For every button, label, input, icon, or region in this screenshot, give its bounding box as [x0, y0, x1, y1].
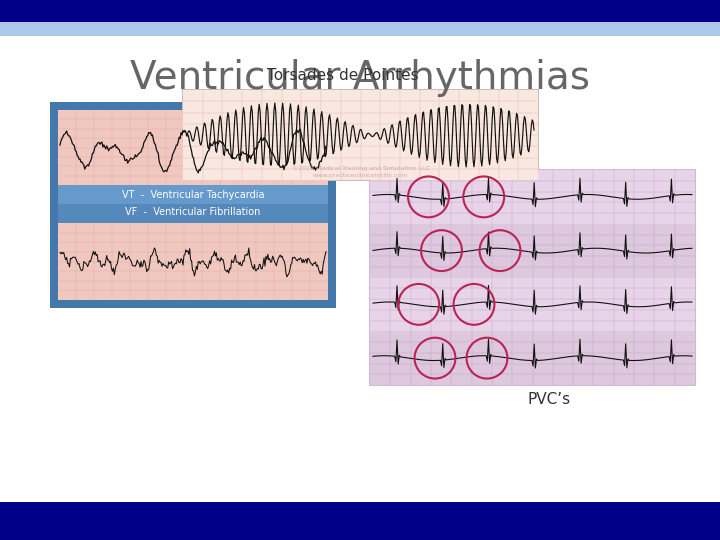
Bar: [369, 169, 696, 386]
Text: Ventricular Arrhythmias: Ventricular Arrhythmias: [130, 59, 590, 97]
Bar: [58, 110, 328, 185]
Bar: [0, 22, 720, 36]
Bar: [0, 0, 720, 22]
Bar: [370, 278, 695, 331]
Bar: [183, 90, 538, 180]
Bar: [182, 89, 539, 181]
Bar: [58, 223, 328, 300]
Bar: [0, 502, 720, 540]
Text: Torsades de Pointes: Torsades de Pointes: [267, 69, 418, 84]
Text: PVC’s: PVC’s: [527, 392, 570, 407]
Bar: [370, 224, 695, 278]
Bar: [50, 102, 336, 308]
Bar: [370, 331, 695, 385]
Bar: [58, 185, 328, 204]
Bar: [58, 185, 328, 223]
Text: www.practiceclinicalskills.com: www.practiceclinicalskills.com: [313, 172, 408, 178]
Text: VF  -  Ventricular Fibrillation: VF - Ventricular Fibrillation: [125, 207, 261, 218]
Text: VT  -  Ventricular Tachycardia: VT - Ventricular Tachycardia: [122, 190, 264, 199]
Bar: [370, 170, 695, 224]
Text: ©2013 Medical Training and Simulation LLC: ©2013 Medical Training and Simulation LL…: [292, 165, 429, 171]
